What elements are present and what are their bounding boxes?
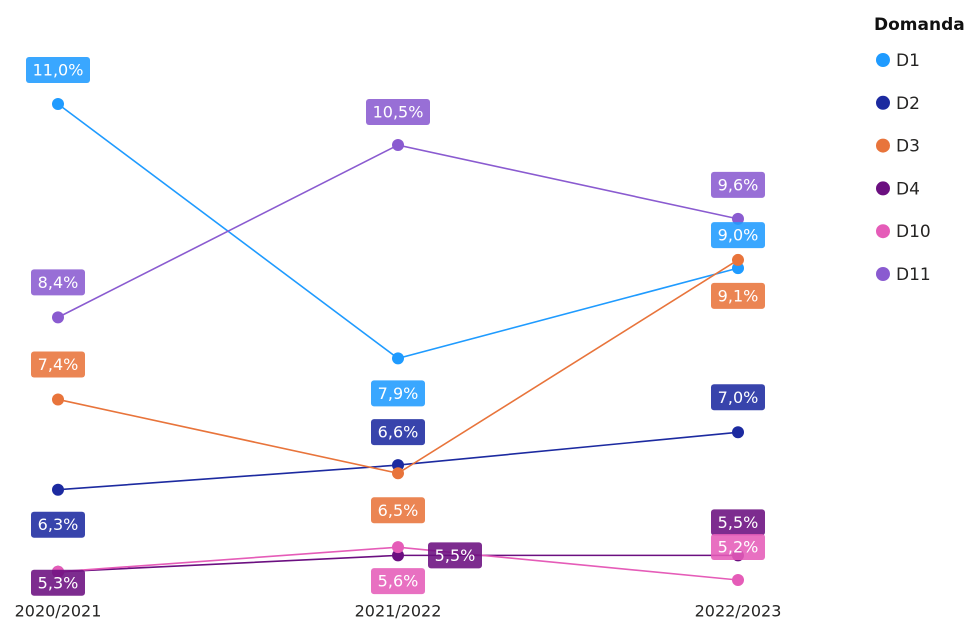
data-point xyxy=(52,311,64,324)
data-label: 7,4% xyxy=(31,351,85,378)
data-label: 5,6% xyxy=(371,568,425,595)
legend-label: D10 xyxy=(896,222,931,242)
legend-marker xyxy=(876,224,890,239)
x-tick-label: 2022/2023 xyxy=(695,602,782,621)
data-label-text: 10,5% xyxy=(373,103,424,122)
data-label: 6,3% xyxy=(31,511,85,538)
data-label-box xyxy=(711,222,765,249)
legend-label: D4 xyxy=(896,179,920,199)
data-point xyxy=(732,574,744,586)
data-label-box xyxy=(711,282,765,309)
data-label-text: 5,6% xyxy=(378,572,419,591)
data-label-box xyxy=(31,269,85,296)
series-line xyxy=(57,144,739,319)
data-label: 9,0% xyxy=(711,222,765,249)
legend-label: D1 xyxy=(896,51,920,71)
data-label-box xyxy=(711,171,765,198)
data-label: 10,5% xyxy=(366,99,430,126)
legend-marker xyxy=(876,53,890,67)
legend-marker xyxy=(876,138,890,153)
data-label-text: 6,6% xyxy=(378,423,419,442)
data-label-box xyxy=(371,419,425,446)
data-label-text: 6,3% xyxy=(38,515,79,534)
data-point xyxy=(732,212,744,225)
data-label-box xyxy=(371,568,425,595)
data-point xyxy=(732,262,744,275)
x-tick-label: 2021/2022 xyxy=(355,602,442,621)
data-point xyxy=(52,483,64,496)
data-label: 5,2% xyxy=(711,534,765,560)
data-label-box xyxy=(366,99,430,126)
data-label-text: 5,3% xyxy=(38,573,79,592)
legend-marker xyxy=(876,95,890,110)
data-label: 5,3% xyxy=(31,569,85,596)
data-label: 5,5% xyxy=(711,509,765,536)
data-label-box xyxy=(428,542,482,569)
data-point xyxy=(52,98,64,110)
data-label-text: 5,5% xyxy=(718,513,759,532)
data-point xyxy=(732,253,744,266)
data-label-text: 6,5% xyxy=(378,501,419,520)
legend-title: Domanda xyxy=(874,15,965,35)
data-label-box xyxy=(711,509,765,536)
data-label: 9,1% xyxy=(711,282,765,309)
legend-label: D11 xyxy=(896,265,931,285)
data-label: 5,5% xyxy=(428,542,482,569)
x-tick-label: 2020/2021 xyxy=(15,602,102,621)
legend-label: D2 xyxy=(896,94,920,114)
data-point xyxy=(392,139,404,152)
data-label-box xyxy=(371,497,425,524)
data-point xyxy=(392,541,404,554)
legend-marker xyxy=(876,181,890,196)
data-point xyxy=(732,426,744,439)
data-label-text: 7,9% xyxy=(378,384,419,403)
data-label-text: 11,0% xyxy=(33,61,84,80)
data-label-box xyxy=(31,351,85,378)
data-label: 9,6% xyxy=(711,171,765,198)
data-label: 8,4% xyxy=(31,269,85,296)
data-label-box xyxy=(711,534,765,560)
legend-marker xyxy=(876,267,890,281)
data-label-text: 7,4% xyxy=(38,355,79,374)
data-label-text: 5,2% xyxy=(718,538,759,557)
data-label-box xyxy=(711,384,765,411)
data-point xyxy=(392,459,404,472)
data-label-text: 9,1% xyxy=(718,286,759,305)
data-label-box xyxy=(31,511,85,538)
data-label-text: 7,0% xyxy=(718,388,759,407)
data-label-box xyxy=(31,569,85,596)
data-point xyxy=(392,549,404,562)
data-label: 11,0% xyxy=(26,57,90,83)
data-label: 6,5% xyxy=(371,497,425,524)
data-label-box xyxy=(26,57,90,83)
data-point xyxy=(52,393,64,406)
data-label-text: 5,5% xyxy=(435,546,476,565)
data-label-text: 9,6% xyxy=(718,175,759,194)
data-label: 7,0% xyxy=(711,384,765,411)
data-label-box xyxy=(371,380,425,407)
data-point xyxy=(392,467,404,480)
data-label: 6,6% xyxy=(371,419,425,446)
data-label-text: 8,4% xyxy=(38,273,79,292)
legend-label: D3 xyxy=(896,137,920,157)
data-label-text: 9,0% xyxy=(718,226,759,245)
data-label: 7,9% xyxy=(371,380,425,407)
data-point xyxy=(392,352,404,365)
